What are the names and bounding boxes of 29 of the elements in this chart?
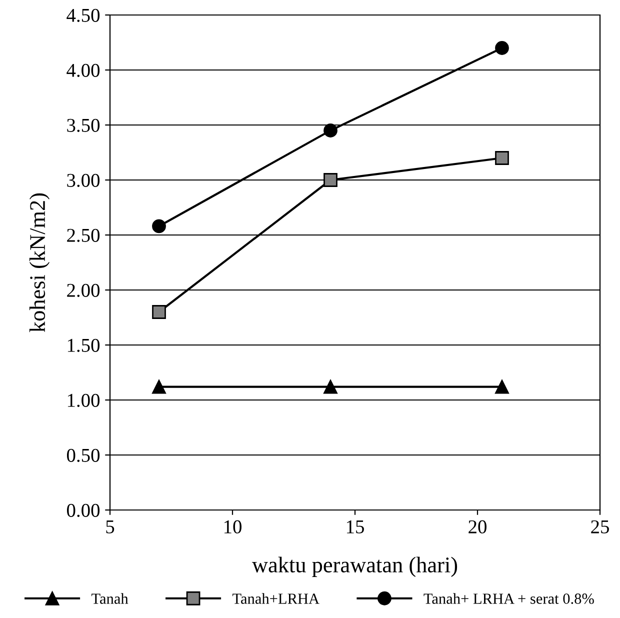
x-tick-label: 5 [106,520,114,534]
point [495,41,509,55]
x-axis-title: waktu perawatan (hari) [252,556,458,577]
point [495,151,509,165]
point [324,380,338,394]
point [495,380,509,394]
point [324,124,338,138]
x-tick-label: 20 [468,520,486,534]
y-tick-label: 1.50 [68,338,100,352]
point [152,219,166,234]
point [152,305,166,319]
legend-label: Tanah+ LRHA + serat 0.8% [424,593,594,604]
y-axis-title: kohesi (kN/m2) [29,193,50,332]
y-tick-label: 4.00 [66,64,100,78]
y-tick-label: 0.50 [66,448,100,462]
y-tick-label: 2.50 [67,228,100,242]
x-tick-label: 15 [346,520,364,534]
y-tick-label: 3.50 [67,118,100,132]
point [152,380,166,394]
x-tick-label: 10 [224,520,242,534]
legend-label: Tanah [92,593,128,604]
point [324,173,338,187]
y-tick-label: 4.50 [66,8,100,22]
y-tick-label: 0.00 [66,504,100,518]
legend-label: Tanah+LRHA [232,593,320,604]
y-tick-label: 1.00 [68,394,100,408]
y-tick-label: 3.00 [67,174,100,188]
y-tick-label: 2.00 [67,284,100,298]
x-tick-label: 25 [591,520,609,534]
